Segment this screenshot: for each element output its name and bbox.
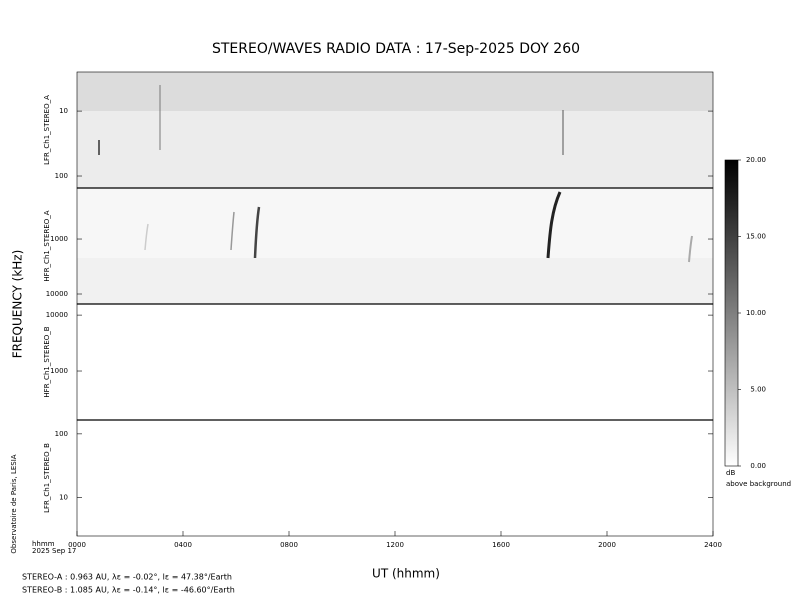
x-tick-label: 1600 [492,541,510,549]
spectrogram-texture [77,72,713,304]
panel-label: LFR_Ch1_STEREO_B [43,443,51,513]
x-tick-label: 0400 [174,541,192,549]
credit: Observatoire de Paris, LESIA [10,454,18,553]
colorbar-unit: dB [726,469,735,477]
y-tick-label: 100 [55,172,68,180]
y-tick-label: 1000 [50,367,68,375]
colorbar-tick-label: 10.00 [746,309,766,317]
y-tick-label: 10 [59,494,68,502]
y-tick-label: 1000 [50,235,68,243]
y-tick-label: 100 [55,430,68,438]
panel-label: LFR_Ch1_STEREO_A [43,95,51,165]
y-tick-label: 10000 [46,290,68,298]
colorbar-tick-label: 15.00 [746,233,766,241]
y-tick-label: 10 [59,107,68,115]
panel-frame [76,303,714,421]
x-axis-label: UT (hhmm) [372,567,440,581]
panel-label: HFR_Ch1_STEREO_B [43,326,51,397]
x-unit-label: hhmm [32,540,55,548]
colorbar-tick-label: 5.00 [750,386,766,394]
colorbar-tick-label: 20.00 [746,156,766,164]
chart-title: STEREO/WAVES RADIO DATA : 17-Sep-2025 DO… [212,41,580,57]
x-tick-label: 2000 [598,541,616,549]
x-tick-label: 0000 [68,541,86,549]
date-label: 2025 Sep 17 [32,547,76,555]
y-axis-label: FREQUENCY (kHz) [11,250,25,359]
colorbar [724,159,739,467]
colorbar-label: above background [726,480,791,488]
x-tick-label: 0800 [280,541,298,549]
panel-label: HFR_Ch1_STEREO_A [43,210,51,281]
y-tick-label: 10000 [46,311,68,319]
panel-frame [76,419,714,537]
footnote: STEREO-A : 0.963 AU, λε = -0.02°, lε = 4… [22,573,232,582]
colorbar-tick-label: 0.00 [750,462,766,470]
x-tick-label: 2400 [704,541,722,549]
x-tick-label: 1200 [386,541,404,549]
footnote: STEREO-B : 1.085 AU, λε = -0.14°, lε = -… [22,586,235,595]
